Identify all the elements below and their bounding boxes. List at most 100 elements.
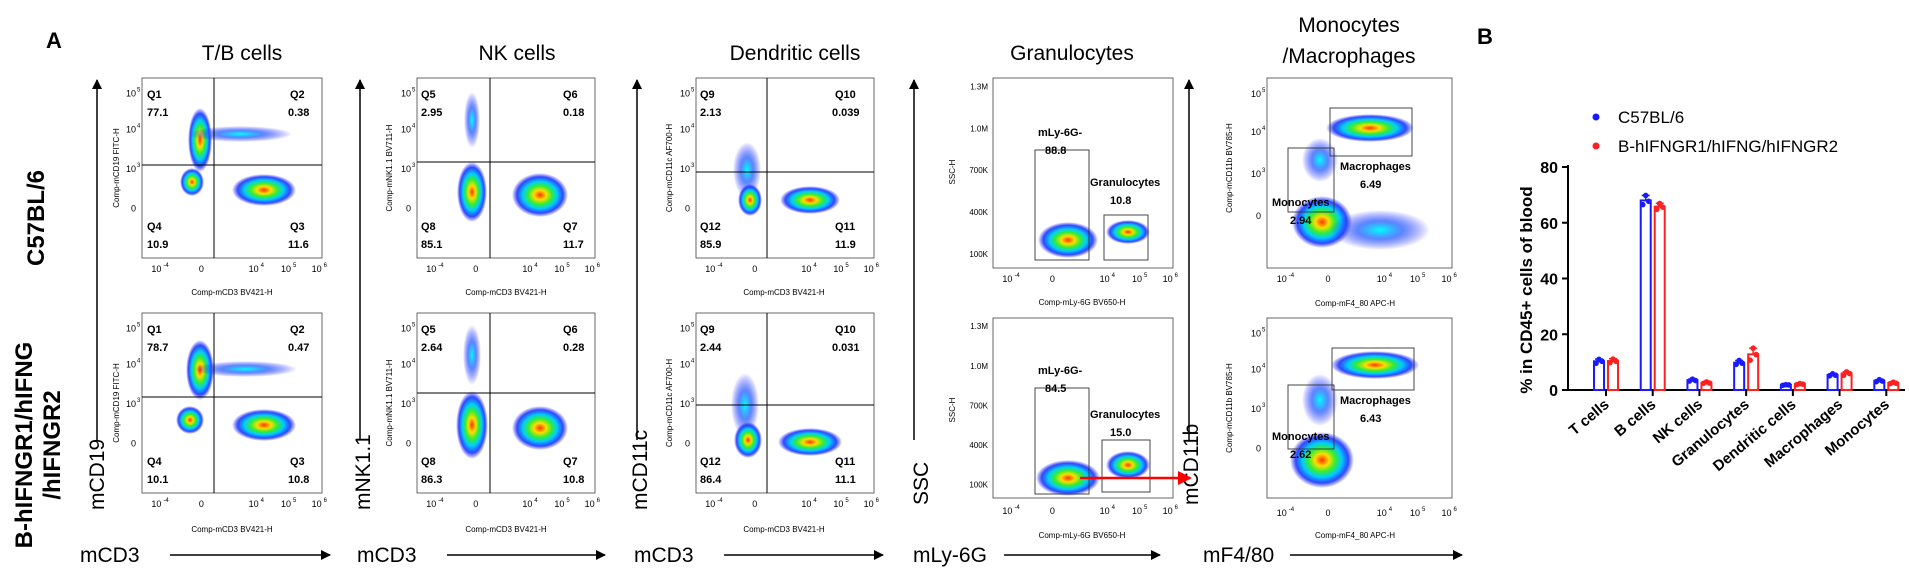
q-value: 10.8 <box>288 474 309 486</box>
x-tick-label: 10 <box>1132 274 1142 284</box>
x-tick-label: 10 <box>1277 274 1287 284</box>
x-tick-exponent: 5 <box>1144 505 1148 511</box>
x-tick-exponent: 6 <box>876 498 880 504</box>
bar <box>1639 199 1652 391</box>
x-tick-exponent: 4 <box>813 263 817 269</box>
x-tick-label: 10 <box>1100 506 1110 516</box>
x-tick-label: 10 <box>801 499 811 509</box>
data-point <box>1733 361 1739 368</box>
x-tick-label: 10 <box>1277 508 1287 518</box>
x-tick-label: 0 <box>752 499 757 509</box>
y-tick-exponent: 5 <box>412 87 416 93</box>
x-tick-exponent: 6 <box>324 263 328 269</box>
x-tick-label: 0 <box>1326 508 1331 518</box>
y-axis-label: % in CD45+ cells of blood <box>1517 186 1536 393</box>
data-point <box>1599 358 1605 365</box>
y-tick-exponent: 5 <box>1262 88 1266 94</box>
data-point <box>1739 360 1745 367</box>
gate-value: 6.43 <box>1360 413 1381 425</box>
y-tick-label: 10 <box>126 88 136 98</box>
x-tick-exponent: 6 <box>1453 273 1457 279</box>
y-tick-exponent: 5 <box>691 87 695 93</box>
y-tick-label: 10 <box>126 124 136 134</box>
y-tick-label: 400K <box>969 441 988 450</box>
x-tick-label: 10 <box>801 264 811 274</box>
y-tick-exponent: 4 <box>412 358 416 364</box>
y-channel: SSC-H <box>948 397 957 422</box>
x-tick-exponent: 6 <box>597 498 601 504</box>
y-tick-exponent: 3 <box>412 398 416 404</box>
y-tick-label: 10 <box>1251 127 1261 137</box>
x-tick-label: 10 <box>1410 508 1420 518</box>
density-clusters <box>1038 220 1150 258</box>
x-tick-exponent: 4 <box>813 498 817 504</box>
x-tick-label: 0 <box>1326 274 1331 284</box>
y-tick-exponent: 4 <box>412 123 416 129</box>
y-tick-label: 0 <box>131 204 136 214</box>
row-label-c57: C57BL/6 <box>23 170 50 266</box>
y-tick-exponent: 5 <box>137 87 141 93</box>
col-title-nk: NK cells <box>478 42 555 65</box>
x-tick-label: 10 <box>864 499 874 509</box>
x-tick-label: 10 <box>281 264 291 274</box>
data-point <box>1846 370 1853 377</box>
x-tick-label: 0 <box>1050 274 1055 284</box>
y-tick-exponent: 5 <box>1262 327 1266 333</box>
x-tick-exponent: -4 <box>717 263 723 269</box>
x-tick-label: 10 <box>833 499 843 509</box>
density-clusters <box>1292 114 1430 250</box>
x-tick-exponent: 6 <box>597 263 601 269</box>
y-tick-label: 10 <box>401 164 411 174</box>
y-tick-label: 10 <box>401 399 411 409</box>
y-axis-label-nk: mNK1.1 <box>352 434 375 510</box>
y-tick-label: 10 <box>401 88 411 98</box>
y-tick-label: 0 <box>406 439 411 449</box>
q-value: 0.18 <box>563 107 584 119</box>
gate-label: Macrophages <box>1340 161 1411 173</box>
q-name: Q3 <box>290 456 305 468</box>
y-tick-label: 100K <box>969 250 988 259</box>
x-axis-label-mono: mF4/80 <box>1203 544 1274 567</box>
data-point <box>1832 372 1839 379</box>
gate-value: 2.94 <box>1290 215 1312 227</box>
y-tick-exponent: 3 <box>137 398 141 404</box>
q-value: 0.28 <box>563 342 584 354</box>
q-value: 85.1 <box>421 239 442 251</box>
x-tick-label: 10 <box>833 264 843 274</box>
data-point <box>1750 345 1756 351</box>
flow-plot-mono-bottom: Macrophages 6.43 Monocytes 2.62 Comp-mF4… <box>1225 317 1453 540</box>
gate-macrophages <box>1329 107 1413 157</box>
data-point <box>1639 201 1646 208</box>
q-value: 78.7 <box>147 342 168 354</box>
flow-plot-dc-top: Q9 2.13 Q10 0.039 Q12 85.9 Q11 11.9 Comp… <box>665 77 875 297</box>
x-tick-label: 0 <box>752 264 757 274</box>
y-tick-exponent: 5 <box>137 322 141 328</box>
y-channel: Comp-mNK1.1 BV711-H <box>385 359 394 446</box>
gate-neg <box>1034 387 1090 495</box>
x-channel: Comp-mCD3 BV421-H <box>743 288 825 297</box>
q-value: 0.47 <box>288 342 309 354</box>
y-tick-label: 0 <box>685 439 690 449</box>
x-channel: Comp-mLy-6G BV650-H <box>1039 531 1126 540</box>
data-point <box>1645 198 1652 205</box>
x-tick-label: 10 <box>585 264 595 274</box>
q-name: Q9 <box>700 324 715 336</box>
flow-plot-mono-top: Macrophages 6.49 Monocytes 2.94 Comp-mF4… <box>1225 77 1453 308</box>
gate-label: mLy-6G- <box>1038 127 1083 139</box>
y-channel: Comp-mCD11b BV785-H <box>1225 363 1234 453</box>
x-tick-label: 10 <box>151 264 161 274</box>
q-name: Q7 <box>563 456 578 468</box>
y-tick-label: 10 <box>680 164 690 174</box>
data-point <box>1659 204 1666 210</box>
gate-label: Macrophages <box>1340 395 1411 407</box>
gate-monocytes <box>1287 147 1335 213</box>
y-tick-label: 10 <box>1251 169 1261 179</box>
q-value: 0.039 <box>832 107 860 119</box>
x-channel: Comp-mLy-6G BV650-H <box>1039 298 1126 307</box>
gate-label: Granulocytes <box>1090 177 1160 189</box>
q-name: Q8 <box>421 456 436 468</box>
gate-macrophages <box>1331 347 1415 391</box>
x-axis-label-nk: mCD3 <box>357 544 417 567</box>
y-tick-label: 700K <box>969 166 988 175</box>
y-tick-label: 10 <box>126 164 136 174</box>
